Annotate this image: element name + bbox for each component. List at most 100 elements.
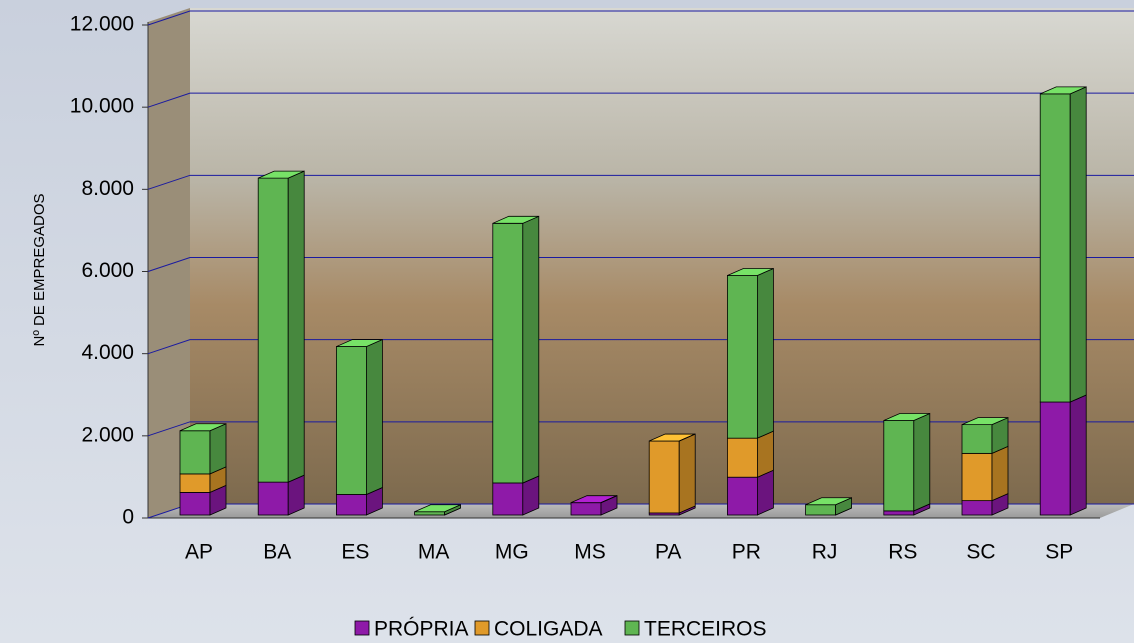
bar-top: [336, 339, 383, 347]
bar-top: [805, 497, 852, 506]
bar-segment: [257, 474, 305, 516]
bar-top: [883, 413, 930, 421]
bar-segment: [335, 338, 383, 496]
x-tick-label: SP: [1045, 541, 1073, 564]
x-tick-label: PA: [655, 541, 681, 564]
bar-front: [727, 476, 758, 516]
bar-segment: [570, 495, 618, 516]
bar-segment: [961, 417, 1009, 454]
bar-side: [287, 170, 305, 483]
grid-line: [147, 257, 1134, 272]
bar-front: [492, 482, 524, 516]
x-tick-label: RS: [888, 541, 917, 564]
legend: PRÓPRIA COLIGADA TERCEIROS: [354, 618, 767, 641]
bar-segment: [727, 469, 774, 516]
bar-side: [600, 495, 618, 504]
x-tick-label: RJ: [812, 541, 838, 564]
legend-swatch: [474, 620, 490, 636]
bar-side: [1069, 394, 1087, 516]
bar-top: [258, 170, 305, 179]
bar-segment: [679, 433, 696, 442]
bar-front: [1039, 401, 1071, 516]
bar-side: [757, 469, 774, 516]
bar-segment: [648, 433, 696, 514]
bar-segment: [1039, 394, 1087, 516]
bar-top: [179, 423, 227, 432]
bar-front: [648, 440, 680, 514]
side-wall: [148, 8, 190, 518]
legend-label: PRÓPRIA: [374, 618, 469, 641]
y-axis-label: Nº DE EMPREGADOS: [31, 193, 48, 346]
bar-side: [678, 433, 696, 514]
bar-side: [757, 267, 774, 439]
x-tick-label: ES: [341, 541, 369, 564]
bar-front: [179, 473, 211, 493]
x-tick-label: MS: [574, 541, 606, 564]
bar-front: [883, 510, 915, 516]
back-wall: [190, 8, 1134, 504]
bar-front: [492, 222, 524, 484]
grid-line: [147, 339, 1134, 355]
bar-side: [679, 433, 696, 442]
x-tick-label: MG: [495, 541, 529, 564]
bar-top: [1040, 86, 1087, 95]
bar-side: [1069, 86, 1087, 403]
bar-segment: [179, 484, 227, 516]
x-tick-label: SC: [966, 541, 995, 564]
bar-front: [961, 500, 993, 516]
bar-front: [335, 494, 367, 516]
legend-swatch: [624, 620, 640, 636]
bar-top: [414, 504, 461, 513]
bar-front: [179, 492, 211, 516]
bar-side: [522, 215, 540, 484]
bar-front: [179, 430, 211, 475]
y-tick-label: 6.000: [81, 259, 134, 282]
x-tick-label: MA: [418, 541, 450, 564]
bar-front: [961, 452, 993, 502]
bar-side: [757, 430, 774, 478]
bar-segment: [335, 486, 383, 516]
bar-front: [257, 177, 289, 483]
legend-swatch: [354, 620, 370, 636]
x-tick-label: AP: [185, 541, 213, 564]
bar-segment: [600, 495, 618, 504]
bar-front: [1039, 93, 1071, 403]
legend-label: TERCEIROS: [644, 618, 767, 641]
y-tick-label: 12.000: [70, 13, 134, 36]
y-tick-label: 8.000: [81, 177, 134, 200]
bar-side: [365, 338, 383, 496]
bar-front: [727, 437, 758, 478]
bar-segment: [179, 423, 227, 475]
bar-front: [883, 420, 915, 512]
bar-front: [961, 424, 993, 454]
grid-line: [147, 92, 1134, 108]
grid-line: [147, 421, 1134, 437]
x-tick-label: BA: [263, 541, 291, 564]
bar-front: [805, 504, 836, 516]
bar-side: [913, 412, 931, 512]
bar-segment: [492, 215, 540, 484]
bar-segment: [883, 412, 931, 512]
bar-segment: [727, 430, 774, 478]
x-tick-label: PR: [732, 541, 761, 564]
legend-label: COLIGADA: [494, 618, 603, 641]
bar-side: [209, 423, 227, 475]
bar-segment: [727, 267, 774, 439]
y-tick-label: 2.000: [81, 423, 134, 446]
bar-front: [257, 481, 289, 516]
bar-segment: [179, 466, 227, 494]
y-tick-label: 10.000: [70, 95, 134, 118]
bar-segment: [961, 445, 1009, 502]
bar-top: [727, 268, 774, 276]
bar-segment: [805, 497, 852, 516]
y-tick-label: 4.000: [81, 341, 134, 364]
bar-front: [414, 511, 446, 516]
bar-front: [727, 275, 758, 439]
bar-segment: [1039, 86, 1087, 403]
grid-line: [147, 174, 1134, 190]
grid-line: [147, 10, 1134, 26]
bar-top: [492, 215, 539, 224]
bar-segment: [257, 170, 305, 483]
